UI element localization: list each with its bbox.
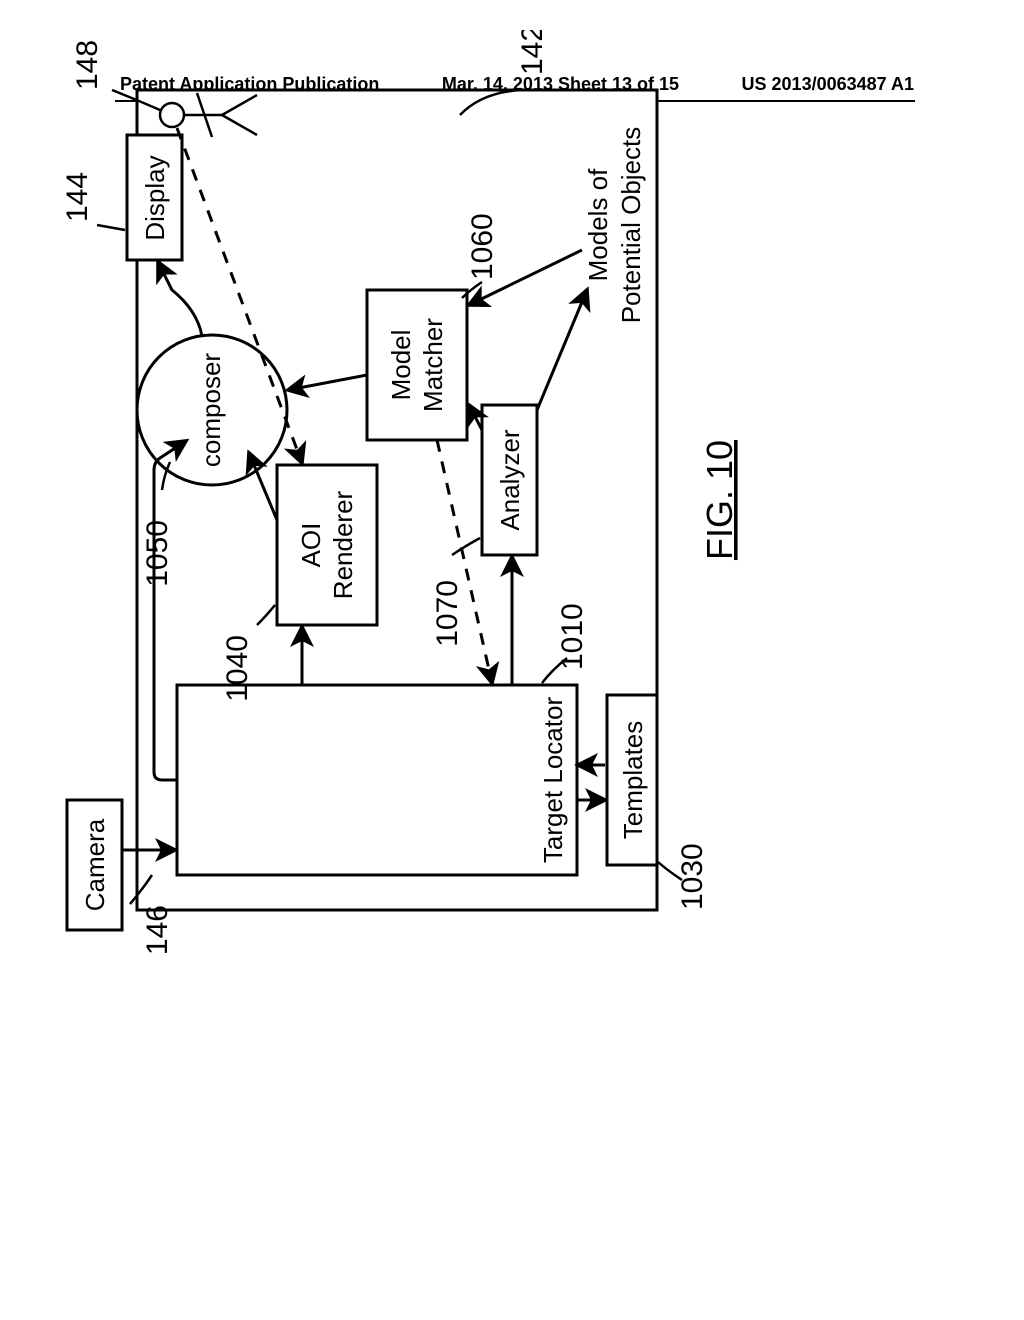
figure-10: Camera Display Target Locator Templates … [42,250,982,970]
ref-144: 144 [61,172,94,222]
analyzer-label: Analyzer [495,429,525,530]
header-right: US 2013/0063487 A1 [742,74,914,95]
ref-1040: 1040 [221,635,254,702]
display-label: Display [140,155,170,240]
leader-144 [97,225,125,230]
ref-146: 146 [141,905,174,955]
ref-148: 148 [71,40,104,90]
ref-1070: 1070 [431,580,464,647]
aoi-renderer-label-1: AOI [296,523,326,568]
figure-caption: FIG. 10 [699,440,740,560]
models-label-1: Models of [583,168,613,281]
model-matcher-label-2: Matcher [418,318,448,412]
composer-label: composer [196,353,226,467]
camera-label: Camera [80,818,110,911]
ref-142: 142 [516,30,549,75]
model-matcher-box [367,290,467,440]
ref-1010: 1010 [556,603,589,670]
models-label-2: Potential Objects [616,127,646,324]
ref-1050: 1050 [141,520,174,587]
target-locator-label: Target Locator [538,697,568,864]
aoi-renderer-label-2: Renderer [328,490,358,599]
target-locator-box [177,685,577,875]
aoi-renderer-box [277,465,377,625]
model-matcher-label-1: Model [386,330,416,401]
ref-1060: 1060 [466,213,499,280]
templates-label: Templates [618,721,648,840]
ref-1030: 1030 [676,843,709,910]
